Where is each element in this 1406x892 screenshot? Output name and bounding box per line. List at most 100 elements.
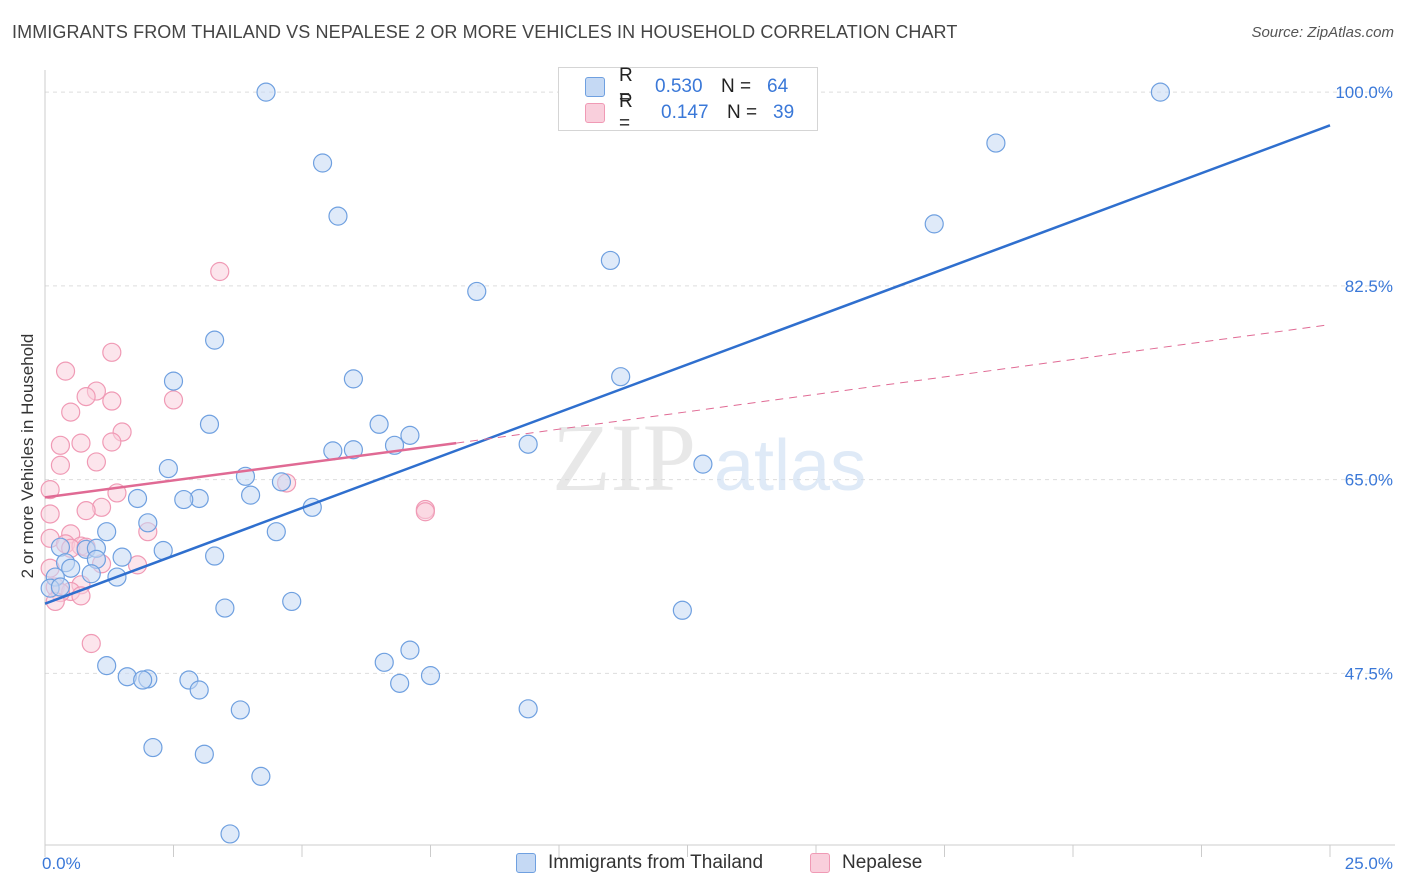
point-thailand xyxy=(343,369,363,389)
point-thailand xyxy=(328,206,348,226)
point-thailand xyxy=(189,680,209,700)
point-nepalese xyxy=(81,633,101,654)
point-thailand xyxy=(420,666,441,686)
point-nepalese xyxy=(210,261,230,282)
point-thailand xyxy=(194,744,214,764)
watermark-zip: ZIP xyxy=(552,404,696,511)
point-nepalese xyxy=(40,504,60,524)
watermark: ZIP atlas xyxy=(552,404,866,511)
legend-label-thailand: Immigrants from Thailand xyxy=(548,852,764,873)
point-thailand xyxy=(199,414,220,434)
point-thailand xyxy=(611,367,631,387)
axis-layer xyxy=(44,70,1395,857)
point-thailand xyxy=(282,591,302,612)
y-tick-label: 82.5% xyxy=(1345,277,1393,296)
point-nepalese xyxy=(50,455,71,475)
ticklabel-layer: 47.5% 65.0% 82.5% 100.0% 0.0% 25.0% xyxy=(42,83,1393,873)
bottom-legend-thailand: Immigrants from Thailand xyxy=(516,852,763,874)
point-thailand xyxy=(251,766,271,786)
point-thailand xyxy=(138,513,158,533)
legend-swatch-thailand xyxy=(585,77,605,97)
x-tick-label: 25.0% xyxy=(1345,854,1393,873)
point-thailand xyxy=(343,440,363,460)
point-thailand xyxy=(230,700,250,720)
legend-label-nepalese: Nepalese xyxy=(842,852,923,873)
point-thailand xyxy=(924,214,944,234)
legend-swatch-nepalese xyxy=(810,853,830,873)
point-thailand xyxy=(127,488,148,509)
point-thailand xyxy=(143,737,163,758)
y-tick-label: 100.0% xyxy=(1335,83,1393,102)
point-thailand xyxy=(81,564,101,584)
point-nepalese xyxy=(102,432,122,452)
y-tick-label: 47.5% xyxy=(1345,664,1393,683)
point-thailand xyxy=(174,489,194,510)
point-nepalese xyxy=(102,342,122,362)
point-thailand xyxy=(97,656,117,676)
point-thailand xyxy=(467,281,487,302)
point-thailand xyxy=(693,454,713,474)
correlation-legend: R = 0.530 N = 64 R = 0.147 N = 39 xyxy=(558,65,818,134)
point-nepalese xyxy=(415,502,435,522)
point-thailand xyxy=(256,82,276,102)
legend-n-label: N = xyxy=(721,76,752,97)
legend-swatch-nepalese xyxy=(585,103,605,123)
trend-line-nepalese-extrapolated xyxy=(456,324,1331,444)
point-thailand xyxy=(97,522,117,542)
legend-n-label: N = xyxy=(727,102,758,123)
point-thailand xyxy=(390,673,410,693)
point-thailand xyxy=(518,434,538,454)
point-thailand xyxy=(205,330,225,350)
point-thailand xyxy=(400,640,420,660)
point-nepalese xyxy=(76,501,96,521)
point-thailand xyxy=(400,425,420,445)
point-thailand xyxy=(323,441,343,461)
point-nepalese xyxy=(76,387,96,407)
point-thailand xyxy=(266,522,286,542)
point-thailand xyxy=(205,546,225,566)
point-thailand xyxy=(220,824,240,844)
point-thailand xyxy=(163,371,184,391)
point-thailand xyxy=(112,547,132,567)
point-thailand xyxy=(518,699,538,719)
point-nepalese xyxy=(102,391,122,411)
point-nepalese xyxy=(40,480,60,500)
point-thailand xyxy=(241,485,261,505)
legend-r-value: 0.530 xyxy=(655,76,703,97)
point-thailand xyxy=(50,577,71,597)
point-thailand xyxy=(600,250,621,271)
legend-n-value: 64 xyxy=(767,76,789,97)
bottom-legend-nepalese: Nepalese xyxy=(810,852,922,874)
legend-r-label: R = xyxy=(619,65,633,108)
x-tick-label: 0.0% xyxy=(42,854,81,873)
point-nepalese xyxy=(163,390,184,410)
point-thailand xyxy=(271,472,292,492)
point-thailand xyxy=(133,670,153,690)
legend-n-value: 39 xyxy=(773,102,795,123)
point-thailand xyxy=(1150,82,1170,102)
legend-row-nepalese: R = 0.147 N = 39 xyxy=(585,91,795,134)
legend-r-label: R = xyxy=(619,91,633,134)
chart-title: IMMIGRANTS FROM THAILAND VS NEPALESE 2 O… xyxy=(12,22,958,42)
point-thailand xyxy=(158,458,178,479)
point-nepalese xyxy=(61,402,81,422)
point-thailand xyxy=(672,600,692,620)
trend-layer xyxy=(44,124,1331,605)
point-nepalese xyxy=(50,435,71,455)
y-tick-label: 65.0% xyxy=(1345,471,1393,490)
point-nepalese xyxy=(71,433,91,453)
trend-line-thailand xyxy=(44,124,1331,605)
legend-swatch-thailand xyxy=(516,853,536,873)
point-nepalese xyxy=(86,452,107,472)
source-credit: Source: ZipAtlas.com xyxy=(1251,24,1394,41)
point-thailand xyxy=(312,153,333,173)
legend-row-thailand: R = 0.530 N = 64 xyxy=(585,65,789,108)
points-layer xyxy=(40,82,1170,844)
point-nepalese xyxy=(55,361,76,381)
point-thailand xyxy=(61,558,81,578)
point-thailand xyxy=(369,414,389,434)
trend-line-nepalese xyxy=(44,441,457,499)
point-thailand xyxy=(986,133,1006,153)
point-thailand xyxy=(215,598,235,618)
